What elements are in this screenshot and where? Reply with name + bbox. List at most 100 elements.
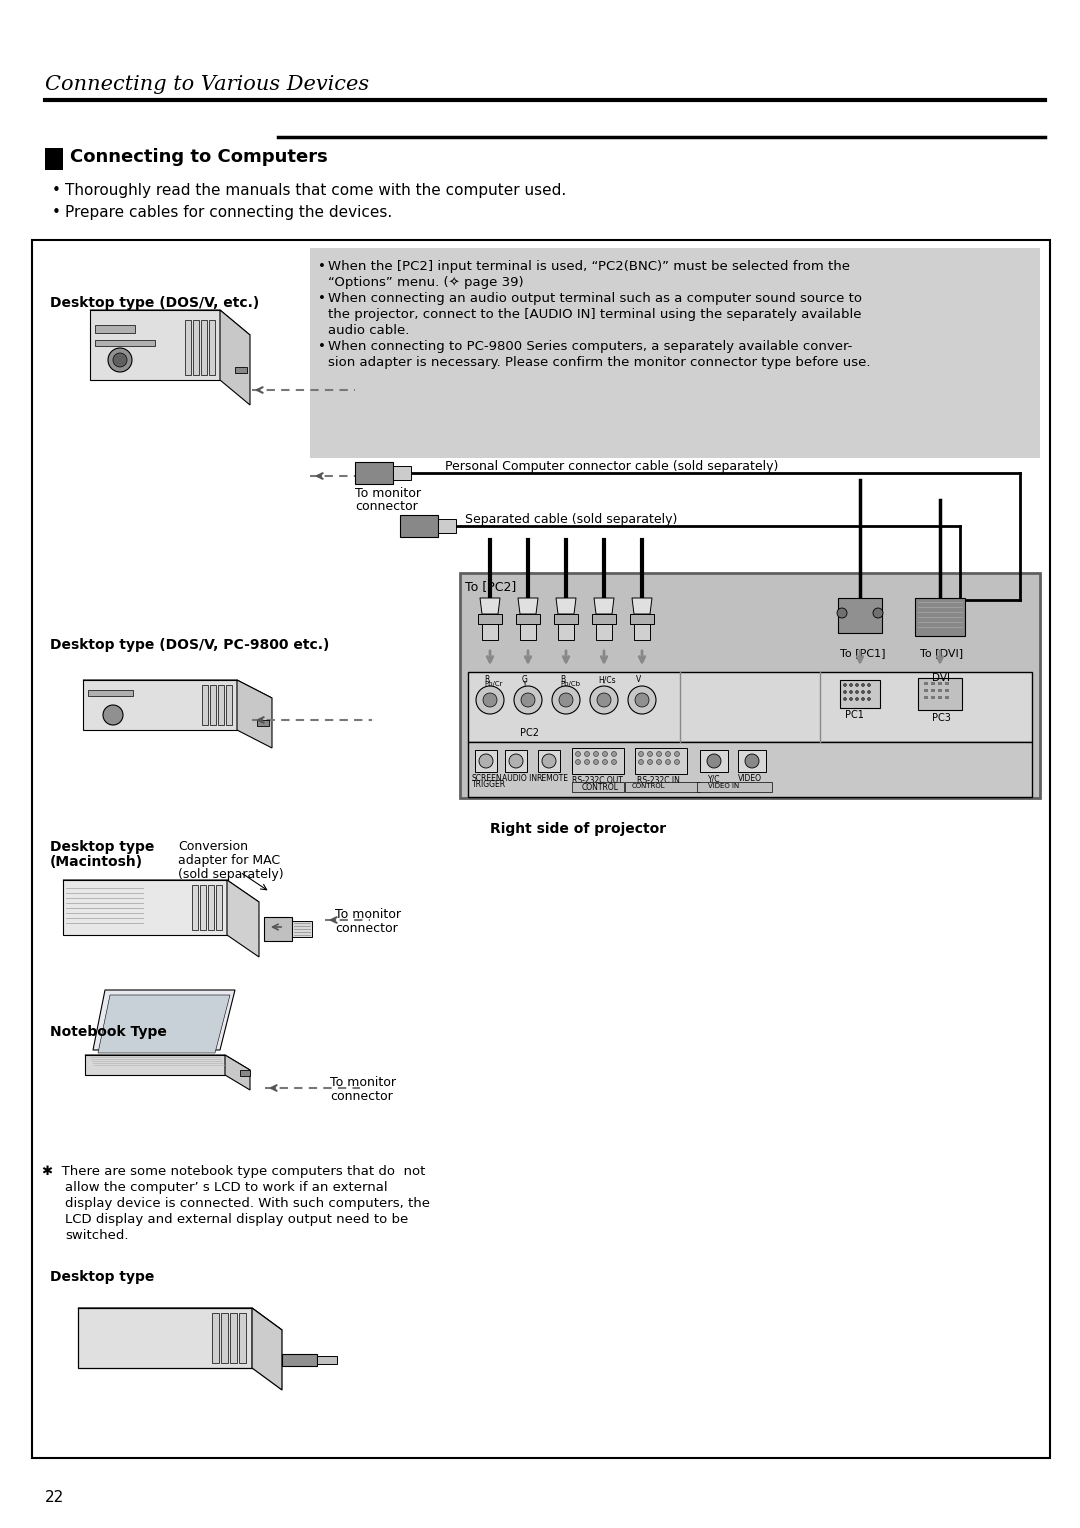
Circle shape: [657, 752, 661, 756]
Circle shape: [108, 348, 132, 371]
Polygon shape: [596, 623, 612, 640]
Bar: [538, 750, 561, 772]
Text: To monitor: To monitor: [330, 1076, 396, 1089]
Polygon shape: [632, 597, 652, 614]
Text: When the [PC2] input terminal is used, “PC2(BNC)” must be selected from the: When the [PC2] input terminal is used, “…: [328, 260, 850, 274]
Bar: [355, 461, 393, 484]
Bar: [924, 689, 928, 692]
Polygon shape: [210, 319, 215, 374]
Circle shape: [850, 683, 852, 686]
Text: •: •: [318, 260, 326, 274]
Polygon shape: [227, 880, 259, 957]
Polygon shape: [237, 680, 272, 749]
Circle shape: [594, 759, 598, 764]
Text: Separated cable (sold separately): Separated cable (sold separately): [465, 513, 677, 526]
Text: H/Cs: H/Cs: [598, 675, 616, 685]
Polygon shape: [200, 885, 206, 931]
Polygon shape: [482, 623, 498, 640]
Circle shape: [675, 759, 679, 764]
Bar: [95, 325, 135, 333]
Circle shape: [862, 683, 864, 686]
Text: When connecting an audio output terminal such as a computer sound source to: When connecting an audio output terminal…: [328, 292, 862, 306]
Bar: [924, 695, 928, 698]
Polygon shape: [78, 1308, 282, 1329]
Circle shape: [837, 608, 847, 617]
Text: connector: connector: [355, 500, 418, 513]
Circle shape: [855, 683, 859, 686]
Circle shape: [597, 694, 611, 707]
Text: 22: 22: [45, 1490, 64, 1505]
Polygon shape: [83, 680, 272, 698]
Polygon shape: [518, 597, 538, 614]
Bar: [838, 597, 882, 633]
Circle shape: [594, 752, 598, 756]
Text: To monitor: To monitor: [355, 487, 421, 500]
Circle shape: [603, 759, 607, 764]
Polygon shape: [90, 310, 249, 335]
Circle shape: [638, 752, 644, 756]
Polygon shape: [519, 623, 536, 640]
Circle shape: [559, 694, 573, 707]
Text: TRIGGER: TRIGGER: [472, 779, 507, 788]
Circle shape: [611, 752, 617, 756]
Circle shape: [521, 694, 535, 707]
Text: Notebook Type: Notebook Type: [50, 1025, 167, 1039]
Text: the projector, connect to the [AUDIO IN] terminal using the separately available: the projector, connect to the [AUDIO IN]…: [328, 309, 862, 321]
Circle shape: [576, 759, 581, 764]
Bar: [700, 750, 728, 772]
Circle shape: [483, 694, 497, 707]
Text: display device is connected. With such computers, the: display device is connected. With such c…: [65, 1196, 430, 1210]
Polygon shape: [185, 319, 191, 374]
Text: Desktop type (DOS/V, PC-9800 etc.): Desktop type (DOS/V, PC-9800 etc.): [50, 639, 329, 652]
Polygon shape: [594, 597, 615, 614]
Text: CONTROL: CONTROL: [582, 782, 619, 792]
Bar: [45, 148, 63, 170]
Text: Conversion: Conversion: [178, 840, 248, 853]
Text: Y: Y: [522, 681, 526, 688]
Polygon shape: [202, 685, 208, 724]
Bar: [918, 678, 962, 711]
Bar: [738, 750, 766, 772]
Bar: [945, 689, 949, 692]
Text: Right side of projector: Right side of projector: [490, 822, 666, 836]
Circle shape: [873, 608, 883, 617]
Text: To [DVI]: To [DVI]: [920, 648, 963, 659]
Text: To [PC1]: To [PC1]: [840, 648, 886, 659]
Circle shape: [665, 752, 671, 756]
Bar: [468, 743, 1032, 798]
Polygon shape: [85, 1054, 249, 1070]
Text: PC3: PC3: [932, 714, 950, 723]
Circle shape: [867, 691, 870, 694]
Text: Connecting to Various Devices: Connecting to Various Devices: [45, 75, 369, 95]
Text: Desktop type: Desktop type: [50, 1270, 154, 1284]
Circle shape: [665, 759, 671, 764]
Text: connector: connector: [330, 1089, 393, 1103]
Circle shape: [745, 753, 759, 769]
Text: To [PC2]: To [PC2]: [465, 581, 516, 593]
Circle shape: [855, 697, 859, 700]
Text: AUDIO IN: AUDIO IN: [502, 775, 537, 782]
Polygon shape: [630, 614, 654, 623]
Circle shape: [843, 697, 847, 700]
Polygon shape: [192, 885, 198, 931]
Polygon shape: [78, 1308, 252, 1368]
Polygon shape: [208, 885, 214, 931]
Circle shape: [611, 759, 617, 764]
Text: •: •: [52, 205, 60, 220]
Bar: [931, 681, 935, 685]
Polygon shape: [554, 614, 578, 623]
Polygon shape: [556, 597, 576, 614]
Text: PC2: PC2: [519, 727, 539, 738]
Bar: [438, 520, 456, 533]
Bar: [939, 695, 942, 698]
Bar: [939, 689, 942, 692]
Circle shape: [867, 697, 870, 700]
Text: allow the computer’ s LCD to work if an external: allow the computer’ s LCD to work if an …: [65, 1181, 388, 1193]
Bar: [945, 681, 949, 685]
Circle shape: [627, 686, 656, 714]
Text: Thoroughly read the manuals that come with the computer used.: Thoroughly read the manuals that come wi…: [65, 183, 566, 199]
Text: V: V: [636, 675, 642, 685]
Text: RS-232C IN: RS-232C IN: [637, 776, 680, 785]
Circle shape: [707, 753, 721, 769]
Text: B: B: [561, 675, 565, 685]
